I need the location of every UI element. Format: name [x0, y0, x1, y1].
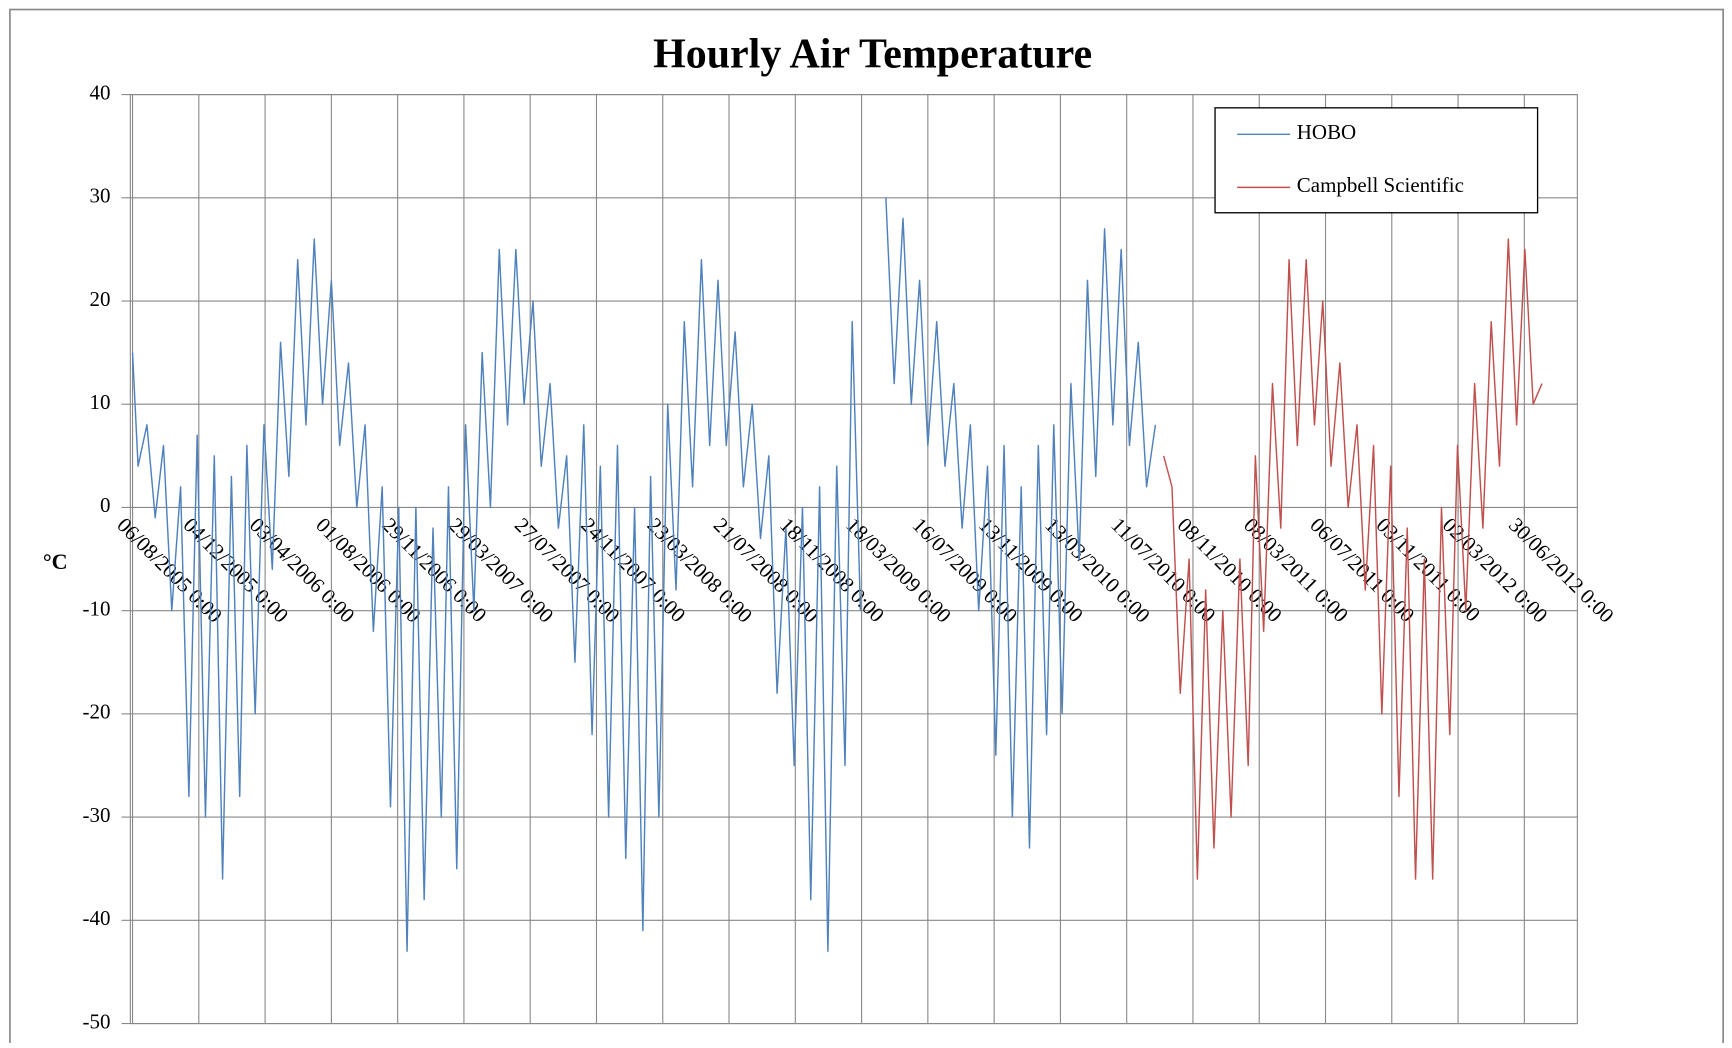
- y-tick-label: 20: [89, 287, 110, 311]
- y-tick-label: 10: [89, 390, 110, 414]
- chart-title: Hourly Air Temperature: [653, 32, 1092, 78]
- y-tick-label: 30: [89, 184, 110, 208]
- series-line: [1162, 238, 1543, 880]
- series-line: [131, 197, 1157, 953]
- legend-label: HOBO: [1297, 120, 1356, 144]
- y-tick-label: 0: [100, 493, 110, 517]
- y-tick-label: -30: [83, 803, 111, 827]
- y-tick-label: -50: [83, 1009, 111, 1033]
- y-tick-label: -40: [83, 906, 111, 930]
- y-axis-label: °C: [43, 549, 68, 574]
- y-tick-label: -10: [83, 596, 111, 620]
- y-tick-label: 40: [89, 80, 110, 104]
- y-tick-label: -20: [83, 700, 111, 724]
- legend-label: Campbell Scientific: [1297, 173, 1464, 197]
- legend-box: [1214, 107, 1539, 214]
